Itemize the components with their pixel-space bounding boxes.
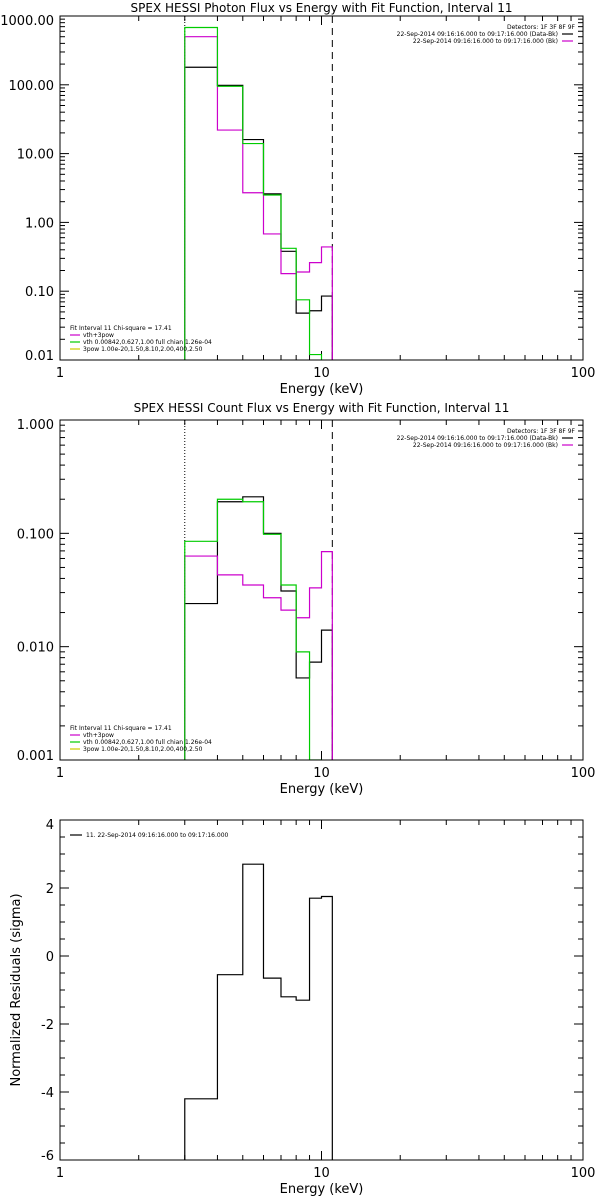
series-2-line [184, 550, 333, 760]
y-tick-label: 0 [46, 950, 54, 965]
legend-entry: 3pow 1.00e-20,1.50,8.10,2.00,400,2.50 [83, 346, 203, 353]
y-tick-label: 0.01 [25, 349, 54, 364]
legend-header: Detectors: 1F 3F 8F 9F [507, 428, 576, 435]
legend-bottom-left: Fit Interval 11 Chi-square = 17.41vth+3p… [70, 325, 212, 353]
legend-entry: vth+3pow [83, 732, 114, 739]
legend-entry: vth+3pow [83, 332, 114, 339]
chart-panel-2: SPEX HESSI Count Flux vs Energy with Fit… [17, 401, 596, 797]
x-tick-label: 100 [571, 766, 596, 781]
series-1-line [184, 66, 333, 360]
y-tick-label: 0.100 [17, 527, 54, 542]
legend-entry: 22-Sep-2014 09:16:16.000 to 09:17:16.000… [413, 442, 558, 449]
legend-entry: 11. 22-Sep-2014 09:16:16.000 to 09:17:16… [86, 832, 229, 839]
y-tick-label: 0.10 [25, 285, 54, 300]
plot-frame [59, 15, 584, 361]
series-2-line [184, 36, 333, 360]
legend-bottom-left: Fit Interval 11 Chi-square = 17.41vth+3p… [70, 725, 212, 753]
series-3-line [184, 498, 333, 760]
legend-entry: 22-Sep-2014 09:16:16.000 to 09:17:16.000… [397, 31, 558, 38]
y-tick-label: 100.00 [9, 79, 55, 94]
x-tick-label: 1 [56, 366, 64, 381]
chart-title: SPEX HESSI Count Flux vs Energy with Fit… [134, 401, 510, 415]
chart-panel-1: SPEX HESSI Photon Flux vs Energy with Fi… [0, 1, 596, 397]
plot-frame [59, 419, 584, 761]
legend-header: Fit Interval 11 Chi-square = 17.41 [70, 725, 172, 732]
chart-title: SPEX HESSI Photon Flux vs Energy with Fi… [131, 1, 513, 15]
x-tick-label: 10 [313, 766, 330, 781]
legend-entry: vth 0.00842,0.627,1.00 full chian 1.26e-… [83, 339, 212, 346]
x-tick-label: 10 [313, 366, 330, 381]
legend-header: Fit Interval 11 Chi-square = 17.41 [70, 325, 172, 332]
legend-entry: 22-Sep-2014 09:16:16.000 to 09:17:16.000… [397, 435, 558, 442]
y-tick-label: 1.00 [25, 216, 54, 231]
y-tick-label: -4 [41, 1086, 54, 1101]
x-axis-label: Energy (keV) [280, 382, 364, 397]
legend-entry: 3pow 1.00e-20,1.50,8.10,2.00,400,2.50 [83, 746, 203, 753]
y-tick-label: 4 [46, 818, 54, 833]
x-axis-label: Energy (keV) [280, 1182, 364, 1197]
x-tick-label: 100 [571, 1166, 596, 1181]
x-axis-label: Energy (keV) [280, 782, 364, 797]
x-tick-label: 100 [571, 366, 596, 381]
legend-top-left: 11. 22-Sep-2014 09:16:16.000 to 09:17:16… [70, 832, 229, 839]
legend-entry: 22-Sep-2014 09:16:16.000 to 09:17:16.000… [413, 38, 558, 45]
x-tick-label: 1 [56, 766, 64, 781]
x-tick-label: 10 [313, 1166, 330, 1181]
x-tick-label: 1 [56, 1166, 64, 1181]
chart-panel-3: 1 10 100 -6 -4 -2 0 2 4 Energy (keV) Normalized Re… [9, 818, 595, 1197]
y-tick-label: 1.000 [17, 418, 54, 433]
plot-frame [59, 819, 584, 1161]
y-tick-label: 1000.00 [0, 14, 54, 29]
y-tick-label: -2 [41, 1018, 54, 1033]
legend-header: Detectors: 1F 3F 8F 9F [507, 24, 576, 31]
series-1-line [184, 496, 333, 760]
series-3-line [184, 26, 333, 360]
series-1-line [184, 863, 333, 1160]
y-axis-label: Normalized Residuals (sigma) [9, 893, 24, 1086]
y-tick-label: 10.00 [17, 148, 54, 163]
legend-entry: vth 0.00842,0.627,1.00 full chian 1.26e-… [83, 739, 212, 746]
y-tick-label: 2 [46, 882, 54, 897]
y-tick-label: -6 [41, 1149, 54, 1164]
y-tick-label: 0.010 [17, 641, 54, 656]
y-tick-label: 0.001 [17, 749, 54, 764]
